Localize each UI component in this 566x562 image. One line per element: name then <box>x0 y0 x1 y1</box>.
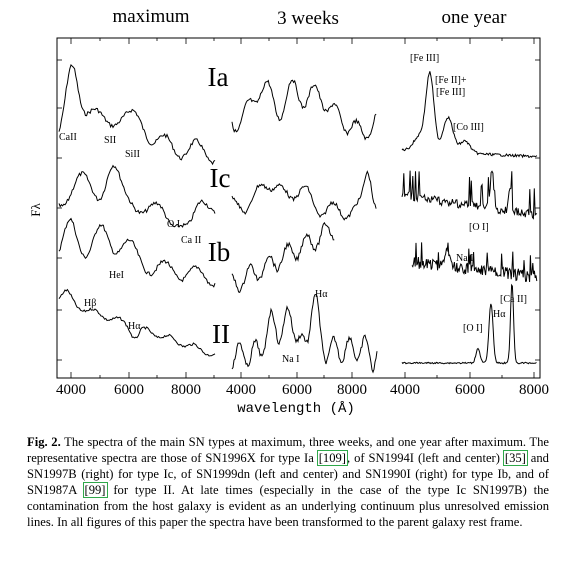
annotation-hei: HeI <box>109 270 124 281</box>
citation-link[interactable]: [109] <box>316 450 349 466</box>
axis-ticks <box>57 38 540 378</box>
spectra-traces <box>58 63 538 374</box>
annotation-caii-ic: Ca II <box>181 235 201 246</box>
caption-text: for type II. At late times (especially i… <box>27 483 549 529</box>
annotation-oi-late: [O I] <box>469 222 489 233</box>
x-axis-label: wavelength (Å) <box>237 400 355 417</box>
annotation-feiii: [Fe III] <box>410 53 439 64</box>
x-tick-label: 6000 <box>455 382 485 398</box>
spectrum-ia-maximum <box>58 63 216 166</box>
spectrum-ii-maximum <box>58 288 216 357</box>
caption-text: and SN1997B (right) for type Ic, of SN19… <box>27 451 549 497</box>
x-tick-label: 4000 <box>390 382 420 398</box>
spectrum-ic-maximum <box>58 164 216 228</box>
type-label-ia: Ia <box>208 62 229 92</box>
annotation-nai-late: Na I <box>456 253 474 264</box>
annotation-feii-feiii-a: [Fe II]+ <box>435 75 467 86</box>
citation-link[interactable]: [35] <box>502 450 528 466</box>
figure-caption: Fig. 2. The spectra of the main SN types… <box>27 434 549 530</box>
spectrum-ic-one-year <box>401 170 538 220</box>
caption-text: , of SN1994I (left and center) <box>347 451 504 465</box>
annotation-caii: CaII <box>59 132 77 143</box>
spectrum-ib-3weeks <box>231 221 335 294</box>
citation-link[interactable]: [99] <box>82 482 108 498</box>
column-title-3-weeks: 3 weeks <box>277 8 339 29</box>
caption-text: The spectra of the main SN types at maxi… <box>27 435 549 465</box>
annotation-oi-ic: O I <box>167 219 180 230</box>
x-tick-label: 4000 <box>226 382 256 398</box>
y-axis-label: Fλ <box>28 203 43 217</box>
type-label-ic: Ic <box>210 163 231 193</box>
spectrum-ii-3weeks <box>231 294 378 374</box>
spectrum-ic-3weeks <box>231 170 377 221</box>
column-title-maximum: maximum <box>112 6 189 27</box>
x-tick-label: 6000 <box>282 382 312 398</box>
column-title-one-year: one year <box>442 7 508 28</box>
x-tick-label: 8000 <box>171 382 201 398</box>
spectra-figure: maximum 3 weeks one year Ia Ic Ib II Fλ … <box>28 6 549 417</box>
x-tick-label: 4000 <box>56 382 86 398</box>
x-tick-label: 8000 <box>337 382 367 398</box>
x-tick-label: 8000 <box>519 382 549 398</box>
annotation-halpha-late: Hα <box>493 309 506 320</box>
x-tick-label: 6000 <box>114 382 144 398</box>
spectrum-ia-one-year <box>401 71 538 159</box>
spectrum-ii-one-year <box>401 283 537 365</box>
annotation-halpha-3w: Hα <box>315 289 328 300</box>
annotation-siii: SiII <box>125 149 140 160</box>
spectrum-ia-3weeks <box>231 79 377 141</box>
annotation-halpha-max: Hα <box>128 321 141 332</box>
spectrum-ib-one-year <box>411 242 538 283</box>
annotation-caii-late: [Ca II] <box>500 294 527 305</box>
caption-label: Fig. 2. <box>27 435 61 449</box>
type-label-ib: Ib <box>208 237 231 267</box>
annotation-sii: SII <box>104 135 116 146</box>
annotation-hbeta: Hβ <box>84 298 96 309</box>
type-label-ii: II <box>212 319 230 349</box>
spectrum-ib-maximum <box>58 217 216 288</box>
annotation-feii-feiii-b: [Fe III] <box>436 87 465 98</box>
annotation-oi-late-ii: [O I] <box>463 323 483 334</box>
annotation-coiii: [Co III] <box>453 122 484 133</box>
annotation-nai-3w: Na I <box>282 354 300 365</box>
